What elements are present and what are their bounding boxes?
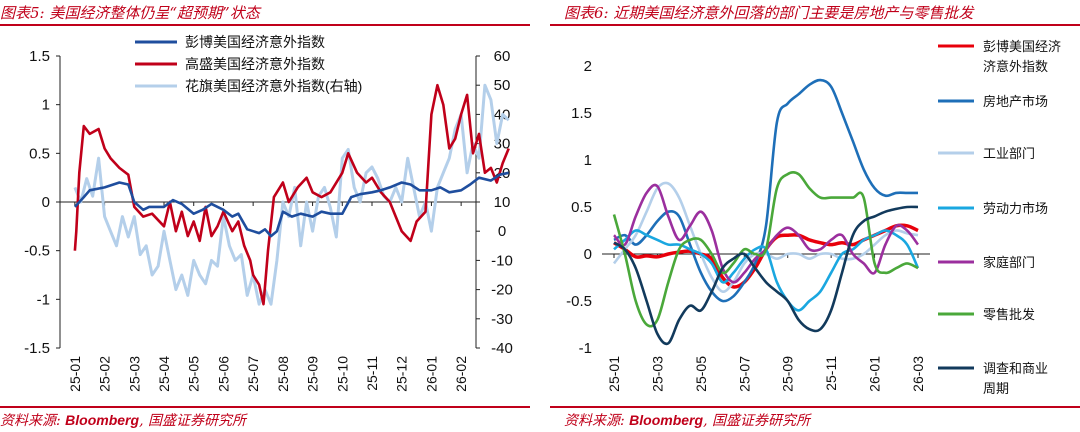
left-y2-tick-label: -10	[491, 252, 513, 269]
left-x-tick-label: 25-10	[334, 356, 350, 392]
left-legend-label: 彭博美国经济意外指数	[185, 34, 325, 50]
left-x-tick-label: 25-08	[275, 356, 291, 392]
left-series-line	[73, 83, 510, 306]
right-source-prefix: 资料来源:	[564, 413, 625, 429]
right-x-tick-label: 26-01	[867, 356, 883, 392]
right-y-tick-label: -1	[579, 340, 592, 357]
left-y2-tick-label: -40	[491, 340, 513, 357]
left-source-suffix: , 国盛证券研究所	[139, 413, 246, 429]
right-y-tick-label: 1	[584, 152, 592, 169]
right-source: 资料来源: Bloomberg, 国盛证券研究所	[564, 410, 810, 430]
left-y-tick-label: 0	[42, 194, 50, 211]
left-x-tick-label: 25-12	[394, 356, 410, 392]
left-x-tick-label: 25-06	[215, 356, 231, 392]
left-x-tick-label: 26-01	[423, 356, 439, 392]
right-legend-label: 调查和商业	[983, 361, 1048, 376]
left-y2-tick-label: -20	[491, 282, 513, 299]
right-panel: 图表6: 近期美国经济意外回落的部门主要是房地产与零售批发 2 1.5 1 0.5 0 -…	[550, 0, 1080, 432]
right-x-tick-label: 25-03	[649, 356, 665, 392]
left-series-line	[73, 83, 510, 306]
left-y2-tick-label: 60	[494, 48, 511, 65]
right-legend-label: 劳动力市场	[983, 201, 1048, 216]
right-y-tick-label: -0.5	[566, 293, 592, 310]
left-y-tick-label: 0.5	[29, 145, 50, 162]
left-x-tick-label: 25-03	[126, 356, 142, 392]
left-x-tick-label: 25-09	[305, 356, 321, 392]
right-legend-label: 零售批发	[983, 307, 1035, 322]
right-chart-title: 图表6: 近期美国经济意外回落的部门主要是房地产与零售批发	[564, 4, 974, 22]
right-y-tick-label: 0.5	[571, 199, 592, 216]
left-y-tick-label: -1.5	[24, 340, 50, 357]
left-x-tick-label: 25-01	[67, 356, 83, 392]
left-source: 资料来源: Bloomberg, 国盛证券研究所	[0, 410, 246, 430]
left-y-tick-label: 1	[42, 97, 50, 114]
left-x-tick-label: 25-04	[156, 356, 172, 392]
left-y-tick-label: 1.5	[29, 48, 50, 65]
right-x-tick-label: 26-03	[910, 356, 926, 392]
left-x-tick-label: 25-05	[186, 356, 202, 392]
right-legend-label: 房地产市场	[983, 94, 1048, 109]
left-y2-tick-label: 10	[494, 194, 511, 211]
left-y-tick-label: -1	[37, 291, 50, 308]
left-y2-tick-label: -30	[491, 311, 513, 328]
left-y2-tick-label: 0	[498, 223, 506, 240]
right-x-tick-label: 25-07	[736, 356, 752, 392]
left-y-tick-label: -0.5	[24, 243, 50, 260]
right-series-line	[613, 229, 920, 312]
right-x-tick-label: 25-01	[606, 356, 622, 392]
left-panel: 图表5: 美国经济整体仍呈“超预期”状态 1.5 1 0.5 0 -0.5 -1 -1.5 6…	[0, 0, 530, 432]
left-title-rule	[0, 24, 530, 26]
right-y-tick-label: 0	[584, 246, 592, 263]
left-source-bold: Bloomberg	[65, 412, 140, 428]
left-legend-label: 高盛美国经济意外指数	[185, 56, 325, 72]
right-legend-label: 济意外指数	[983, 59, 1048, 74]
right-series-line	[612, 181, 919, 293]
left-chart: 1.510.50-0.5-1-1.56050403020100-10-20-30…	[24, 34, 513, 392]
left-x-tick-label: 25-02	[97, 356, 113, 392]
left-x-tick-label: 25-11	[364, 356, 380, 391]
left-x-tick-label: 26-02	[453, 356, 469, 392]
left-x-tick-label: 25-07	[245, 356, 261, 392]
left-source-prefix: 资料来源:	[0, 413, 61, 429]
right-series-line	[612, 171, 919, 328]
right-y-tick-label: 1.5	[571, 105, 592, 122]
right-x-tick-label: 25-05	[693, 356, 709, 392]
right-title-rule	[550, 24, 1080, 26]
right-series-line	[613, 205, 919, 346]
right-source-bold: Bloomberg	[629, 412, 704, 428]
right-y-tick-label: 2	[584, 58, 592, 75]
right-chart: 2 1.5 1 0.5 0 -0.5 -1 25-01 25-03 25-05 25-07 25-09…	[566, 39, 1061, 396]
right-legend-label: 周期	[983, 381, 1009, 396]
left-chart-title: 图表5: 美国经济整体仍呈“超预期”状态	[0, 4, 260, 22]
right-legend-label: 工业部门	[983, 146, 1035, 161]
right-legend-label: 彭博美国经济	[983, 39, 1061, 54]
right-x-tick-label: 25-11	[823, 356, 839, 391]
right-series-line	[613, 183, 920, 284]
right-legend-label: 家庭部门	[983, 255, 1035, 270]
left-series-line	[73, 171, 509, 238]
left-source-rule	[0, 406, 530, 408]
left-legend-label: 花旗美国经济意外指数(右轴)	[185, 78, 362, 94]
left-y2-tick-label: 50	[494, 77, 511, 94]
right-source-rule	[550, 406, 1080, 408]
right-source-suffix: , 国盛证券研究所	[703, 413, 810, 429]
right-x-tick-label: 25-09	[780, 356, 796, 392]
